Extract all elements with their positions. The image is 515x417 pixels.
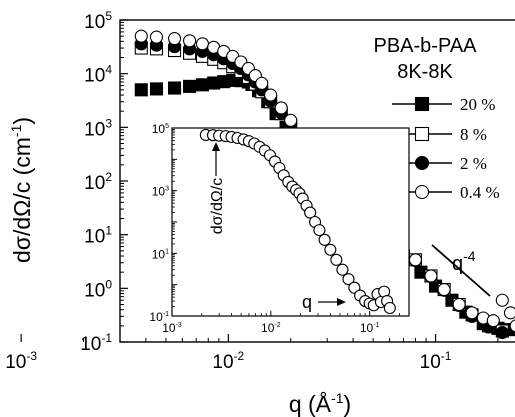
data-point: [284, 113, 298, 127]
main-y-tick-label: 102: [84, 170, 112, 194]
data-point: [183, 34, 197, 48]
data-point: [452, 297, 466, 312]
data-point: [465, 306, 479, 320]
legend-marker: [414, 155, 430, 171]
inset-y-tick-label: 101: [152, 247, 169, 261]
inset-axis-ticks: [171, 127, 400, 317]
data-point: [437, 282, 451, 297]
data-point: [195, 78, 210, 92]
data-point: [424, 269, 438, 283]
main-y-tick-label: 101: [84, 224, 112, 248]
inset-x-tick-label: 10-3: [162, 321, 182, 335]
sample-title-line1: PBA-b-PAA: [374, 35, 478, 57]
data-point: [274, 101, 288, 115]
slope-line: [431, 244, 491, 297]
main-tick-labels: 10-1 100 101 102 103 104 105 10-3 10-2 10-1: [5, 9, 452, 373]
data-point: [134, 83, 148, 97]
inset-x-tick-label: 10-2: [261, 321, 281, 335]
legend-marker: [414, 126, 430, 142]
inset-y-tick-label: 105: [152, 122, 169, 136]
data-point: [509, 319, 515, 333]
inset-data-point: [318, 233, 331, 246]
inset-y-arrowhead: [212, 142, 220, 151]
main-y-tick-label: 100: [84, 277, 112, 301]
slope-label: q-4: [452, 248, 476, 275]
data-point: [255, 76, 269, 90]
inset-data-point: [324, 243, 337, 256]
inset-tick-labels: 10-1 101 103 105 10-3 10-2 10-1: [149, 122, 379, 335]
main-y-tick-label: 104: [84, 63, 112, 87]
data-point: [486, 314, 500, 328]
data-point: [264, 88, 278, 102]
main-x-axis-label: q (Å-1): [289, 390, 351, 417]
legend-marker: [414, 184, 430, 200]
data-point: [495, 293, 509, 307]
legend-label: 0.4 %: [460, 183, 500, 202]
main-y-tick-label: 10-1: [80, 331, 112, 355]
inset-x-axis-label: q: [302, 292, 312, 312]
legend-marker: [414, 96, 430, 112]
main-axis-ticks: [20, 19, 499, 343]
main-x-tick-label: 10-1: [420, 349, 452, 373]
inset-data-point: [330, 253, 343, 266]
main-y-axis-label: dσ/dΩ/c (cm-1): [8, 117, 35, 263]
legend: 20 % 8 % 2 % 0.4 %: [392, 95, 500, 202]
data-point: [149, 30, 164, 44]
inset-x-tick-label: 10-1: [360, 321, 380, 335]
inset-y-tick-label: 10-1: [149, 310, 169, 324]
inset-data-point: [336, 263, 349, 276]
data-point: [167, 81, 182, 95]
inset: 10-1 101 103 105 10-3 10-2 10-1 dσ/dΩ/c q: [149, 122, 410, 335]
sample-title-line2: 8K-8K: [397, 61, 453, 83]
inset-data-point: [304, 206, 317, 219]
inset-data-point: [342, 273, 355, 286]
inset-plot-frame: [171, 127, 410, 317]
main-y-tick-label: 105: [84, 9, 112, 33]
data-point: [167, 32, 182, 46]
inset-y-tick-label: 103: [152, 185, 169, 199]
data-point: [149, 82, 164, 96]
legend-label: 20 %: [460, 95, 495, 114]
data-point: [134, 29, 148, 43]
legend-label: 2 %: [460, 154, 487, 173]
legend-label: 8 %: [460, 125, 487, 144]
main-x-tick-label: 10-3: [5, 349, 37, 373]
data-point: [195, 37, 210, 51]
data-point: [183, 79, 197, 93]
data-point: [408, 253, 423, 267]
inset-y-axis-label: dσ/dΩ/c: [209, 178, 226, 235]
main-x-tick-label: 10-2: [212, 349, 244, 373]
inset-x-arrowhead: [337, 298, 346, 306]
inset-data-point: [313, 224, 326, 237]
inset-data-series: [199, 128, 396, 315]
inset-data-point: [383, 301, 396, 315]
data-point: [503, 306, 515, 320]
main-y-tick-label: 103: [84, 116, 112, 140]
data-point: [495, 325, 509, 340]
